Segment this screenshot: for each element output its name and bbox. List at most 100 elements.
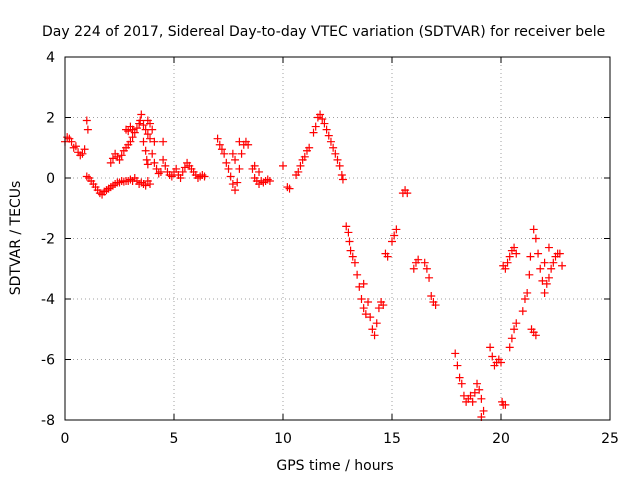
data-point (501, 400, 510, 409)
data-point (488, 352, 497, 361)
data-point (335, 161, 344, 170)
data-point (547, 264, 556, 273)
data-point (370, 331, 379, 340)
data-point (549, 258, 558, 267)
data-point (154, 169, 163, 178)
data-point (142, 155, 151, 164)
data-point (534, 249, 543, 258)
data-point (361, 310, 370, 319)
data-point (141, 146, 150, 155)
data-point (106, 158, 115, 167)
data-point (146, 180, 155, 189)
data-point (78, 149, 87, 158)
data-point (486, 343, 495, 352)
data-point (222, 158, 231, 167)
data-point (200, 172, 209, 181)
data-point (285, 184, 294, 193)
data-point (427, 291, 436, 300)
data-point (525, 270, 534, 279)
data-point (63, 133, 72, 142)
data-point (475, 385, 484, 394)
data-point (531, 234, 540, 243)
data-point (538, 276, 547, 285)
x-tick-label: 20 (492, 431, 510, 447)
data-point (355, 282, 364, 291)
data-points (61, 110, 567, 421)
data-point (126, 137, 135, 146)
data-point (128, 133, 137, 142)
data-point (364, 298, 373, 307)
data-point (420, 258, 429, 267)
data-point (425, 273, 434, 282)
data-point (143, 160, 152, 169)
data-point (466, 391, 475, 400)
x-tick-label: 15 (383, 431, 401, 447)
data-point (132, 124, 141, 133)
data-point (139, 137, 148, 146)
data-point (143, 130, 152, 139)
x-tick-label: 0 (61, 431, 70, 447)
data-point (392, 225, 401, 234)
data-point (255, 167, 264, 176)
data-point (82, 116, 91, 125)
data-point (357, 295, 366, 303)
data-point (231, 155, 240, 164)
data-point (224, 164, 233, 173)
data-point (250, 161, 259, 170)
data-point (226, 172, 235, 181)
data-point (69, 143, 78, 152)
data-point (337, 170, 346, 179)
data-point (338, 175, 347, 184)
data-point (542, 279, 551, 288)
data-point (137, 110, 146, 119)
data-point (159, 155, 168, 164)
data-point (80, 145, 89, 154)
data-point (372, 319, 381, 328)
x-tick-label: 10 (274, 431, 292, 447)
data-point (497, 358, 505, 367)
data-point (265, 177, 274, 186)
data-point (167, 172, 176, 181)
y-tick-label: 0 (46, 171, 55, 187)
data-point (235, 137, 244, 146)
data-point (318, 115, 327, 124)
data-point (520, 295, 529, 303)
data-point (67, 137, 76, 146)
data-point (540, 258, 549, 267)
data-point (300, 152, 309, 161)
data-point (451, 349, 460, 358)
data-point (126, 175, 135, 184)
data-point (115, 155, 124, 164)
data-point (136, 116, 145, 125)
data-point (479, 406, 488, 415)
data-point (322, 125, 331, 134)
data-point (176, 174, 185, 182)
grid-lines (65, 57, 610, 420)
data-point (316, 110, 325, 119)
data-point (431, 301, 440, 310)
data-point (228, 180, 237, 189)
data-point (83, 125, 92, 134)
data-point (457, 379, 466, 388)
data-point (128, 125, 137, 134)
data-point (345, 237, 354, 246)
data-point (283, 183, 292, 192)
data-point (235, 164, 244, 173)
data-point (403, 189, 412, 198)
data-point (148, 149, 157, 158)
data-point (329, 143, 338, 152)
data-point (324, 131, 333, 140)
data-point (220, 149, 229, 158)
data-point (555, 249, 564, 258)
data-point (359, 304, 368, 313)
data-point (501, 264, 510, 273)
data-point (150, 158, 159, 167)
data-point (368, 325, 377, 334)
data-point (178, 167, 187, 176)
data-point (536, 264, 545, 273)
data-point (523, 288, 532, 297)
data-point (215, 140, 224, 149)
data-point (108, 154, 117, 163)
data-point (526, 252, 535, 261)
